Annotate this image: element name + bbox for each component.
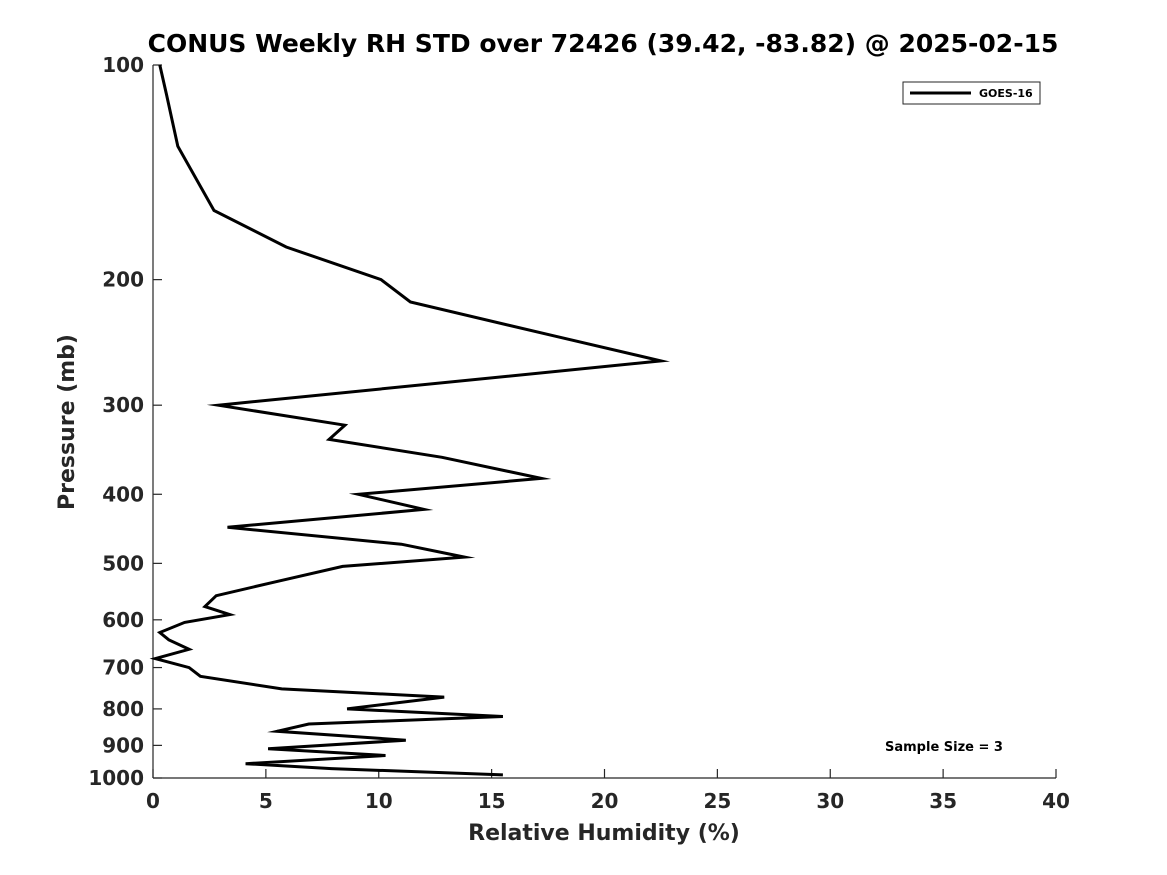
x-tick-label: 5 bbox=[259, 789, 273, 813]
sample-size-annotation: Sample Size = 3 bbox=[885, 740, 1003, 755]
x-tick-label: 20 bbox=[591, 789, 619, 813]
y-tick-label: 600 bbox=[102, 608, 144, 632]
y-tick-label: 100 bbox=[102, 53, 144, 77]
y-tick-label: 900 bbox=[102, 733, 144, 757]
y-axis-label: Pressure (mb) bbox=[55, 334, 80, 510]
axis-tick-labels: 0 5 10 15 20 25 30 35 40 100 200 300 400 500 600 700 800… bbox=[88, 53, 1070, 813]
x-axis-label: Relative Humidity (%) bbox=[468, 821, 740, 846]
y-tick-label: 400 bbox=[102, 482, 144, 506]
series-layer bbox=[149, 64, 671, 777]
x-tick-label: 10 bbox=[365, 789, 393, 813]
y-tick-label: 800 bbox=[102, 697, 144, 721]
legend: GOES-16 bbox=[902, 81, 1041, 105]
x-tick-label: 25 bbox=[703, 789, 731, 813]
series-line-goes-16 bbox=[149, 64, 671, 777]
legend-label-goes-16: GOES-16 bbox=[979, 87, 1033, 100]
x-tick-label: 15 bbox=[478, 789, 506, 813]
axis-ticks bbox=[152, 64, 1057, 779]
y-tick-label: 1000 bbox=[88, 766, 144, 790]
chart-title: CONUS Weekly RH STD over 72426 (39.42, -… bbox=[148, 29, 1059, 58]
y-tick-label: 200 bbox=[102, 268, 144, 292]
y-tick-label: 500 bbox=[102, 551, 144, 575]
y-tick-label: 300 bbox=[102, 393, 144, 417]
legend-box bbox=[902, 81, 1041, 105]
x-tick-label: 35 bbox=[929, 789, 957, 813]
x-tick-label: 0 bbox=[146, 789, 160, 813]
x-tick-label: 30 bbox=[816, 789, 844, 813]
x-tick-label: 40 bbox=[1042, 789, 1070, 813]
plot-area bbox=[153, 65, 1056, 778]
y-tick-label: 700 bbox=[102, 656, 144, 680]
